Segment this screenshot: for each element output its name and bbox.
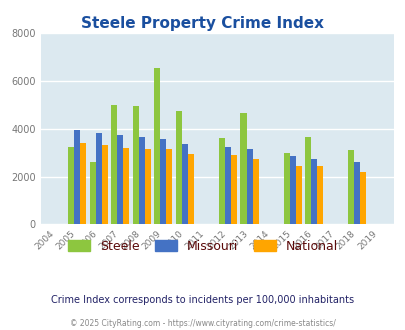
Legend: Steele, Missouri, National: Steele, Missouri, National [62, 235, 343, 258]
Bar [117, 135, 123, 224]
Bar [181, 144, 188, 224]
Bar [246, 149, 252, 224]
Bar [289, 156, 295, 224]
Bar [111, 105, 117, 224]
Bar [154, 68, 160, 224]
Bar [175, 111, 181, 224]
Bar [304, 137, 310, 224]
Bar [240, 113, 246, 224]
Text: Crime Index corresponds to incidents per 100,000 inhabitants: Crime Index corresponds to incidents per… [51, 295, 354, 305]
Bar [188, 154, 194, 224]
Bar [252, 159, 258, 224]
Bar [359, 172, 365, 224]
Text: © 2025 CityRating.com - https://www.cityrating.com/crime-statistics/: © 2025 CityRating.com - https://www.city… [70, 319, 335, 328]
Bar [80, 143, 86, 224]
Text: Steele Property Crime Index: Steele Property Crime Index [81, 16, 324, 31]
Bar [316, 166, 322, 224]
Bar [283, 152, 289, 224]
Bar [218, 138, 224, 224]
Bar [123, 148, 129, 224]
Bar [347, 150, 353, 224]
Bar [96, 134, 102, 224]
Bar [145, 149, 151, 224]
Bar [132, 106, 139, 224]
Bar [74, 130, 80, 224]
Bar [230, 155, 237, 224]
Bar [166, 149, 172, 224]
Bar [310, 159, 316, 224]
Bar [353, 162, 359, 224]
Bar [160, 140, 166, 224]
Bar [224, 147, 230, 224]
Bar [139, 137, 145, 224]
Bar [295, 166, 301, 224]
Bar [68, 147, 74, 224]
Bar [102, 146, 108, 224]
Bar [90, 162, 96, 224]
